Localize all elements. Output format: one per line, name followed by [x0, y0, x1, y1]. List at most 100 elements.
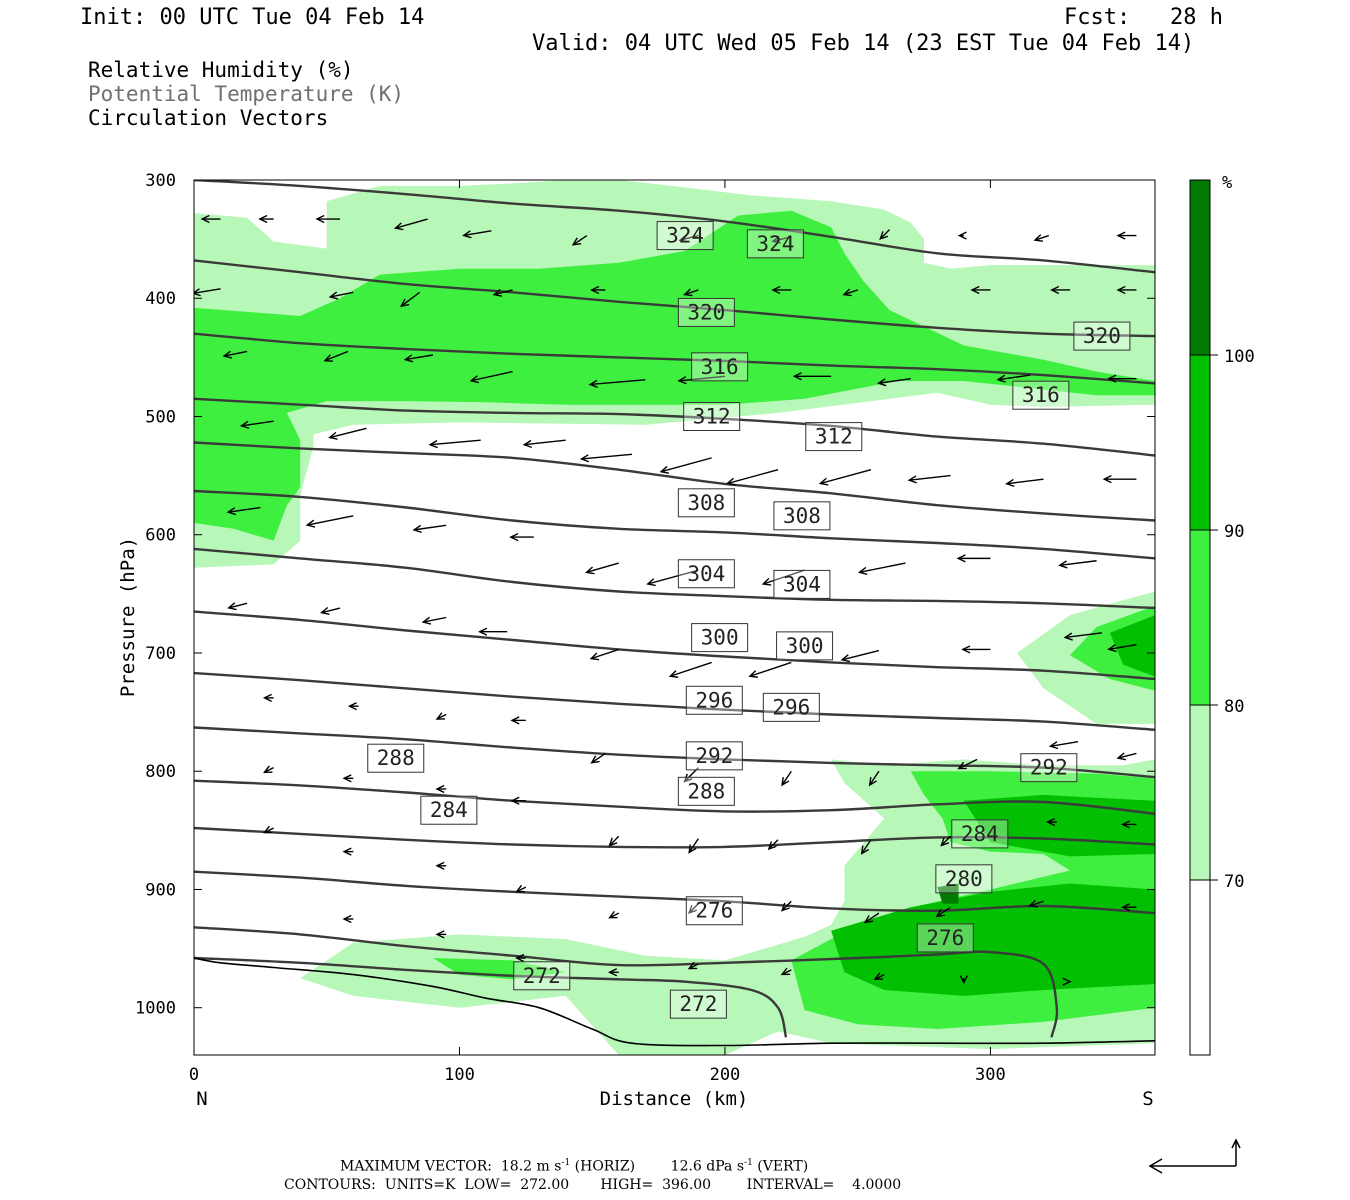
circulation-vector: [767, 839, 779, 851]
circulation-vector: [200, 214, 221, 224]
circulation-vector: [1116, 752, 1137, 761]
field-label-rh: Relative Humidity (%): [88, 58, 354, 82]
field-label-theta: Potential Temperature (K): [88, 82, 405, 106]
y-tick-label: 500: [145, 407, 176, 427]
contour-label: 312: [683, 401, 741, 431]
circulation-vector: [677, 375, 726, 385]
contour-label: 324: [656, 221, 714, 251]
circulation-vector: [771, 285, 792, 295]
contour-label: 308: [677, 488, 735, 518]
x-tick-label: 200: [710, 1065, 741, 1085]
y-tick-label: 900: [145, 880, 176, 900]
contour-label: 272: [513, 961, 571, 991]
y-tick-label: 1000: [135, 999, 176, 1019]
circulation-vector: [342, 774, 354, 783]
theta-contour-316: [194, 397, 1155, 457]
circulation-vector: [1028, 899, 1044, 908]
contour-label-text: 308: [687, 491, 725, 515]
circulation-vector: [1121, 903, 1137, 912]
max-vector-note: MAXIMUM VECTOR: 18.2 m s-1 (HORIZ) 12.6 …: [340, 1158, 808, 1175]
reference-vector-icon: [1148, 1138, 1241, 1174]
circulation-vector: [659, 457, 712, 474]
circulation-vector: [687, 961, 699, 970]
circulation-vector: [585, 562, 619, 575]
circulation-vector: [435, 930, 447, 939]
circulation-vector: [328, 427, 367, 440]
contour-label-text: 280: [945, 867, 983, 891]
valid-time: Valid: 04 UTC Wed 05 Feb 14 (23 EST Tue …: [532, 31, 1195, 56]
contour-label: 276: [685, 896, 743, 926]
contour-label-text: 276: [695, 899, 733, 923]
plot-frame: [193, 179, 1156, 1056]
x-axis-label: Distance (km): [600, 1088, 749, 1110]
contour-label: 324: [746, 229, 804, 259]
contour-label: 300: [691, 623, 749, 653]
colorbar-segment: [1189, 354, 1211, 531]
contour-label-text: 316: [1022, 383, 1060, 407]
circulation-vector: [996, 374, 1031, 383]
contour-label-text: 320: [1083, 324, 1121, 348]
circulation-vector: [393, 218, 428, 231]
contour-label: 304: [677, 559, 735, 589]
y-tick-label: 400: [145, 289, 176, 309]
circulation-vector: [412, 524, 447, 533]
contour-label-text: 324: [756, 232, 794, 256]
circulation-vector: [792, 372, 832, 381]
circulation-vector: [781, 770, 792, 787]
terrain-layer: [194, 957, 1155, 1047]
circulation-vector: [683, 288, 699, 297]
circulation-vector: [194, 288, 221, 297]
circulation-vector: [421, 616, 447, 625]
theta-contour-304: [194, 547, 1155, 610]
circulation-vector: [435, 712, 447, 720]
contour-label: 292: [1020, 753, 1078, 783]
contour-label-text: 312: [815, 425, 853, 449]
theta-contour-296: [194, 671, 1155, 731]
y-axis-label: Pressure (hPa): [117, 537, 139, 697]
circulation-vector: [1116, 285, 1137, 295]
contour-label-text: 272: [523, 964, 561, 988]
circulation-vector: [320, 606, 341, 615]
circulation-vector: [428, 439, 481, 449]
colorbar-segment: [1189, 704, 1211, 881]
y-tick-label: 700: [145, 644, 176, 664]
contour-label: 320: [677, 297, 735, 327]
max-vector-text-1: MAXIMUM VECTOR: 18.2 m s: [340, 1158, 562, 1175]
colorbar-level-label: 70: [1224, 872, 1244, 892]
x-tick-label: 0: [189, 1065, 199, 1085]
circulation-vector: [935, 906, 951, 918]
max-vector-sup-2: -1: [744, 1158, 753, 1168]
circulation-vector: [688, 838, 699, 854]
circulation-vector: [840, 649, 880, 663]
max-vector-text-3: (VERT): [752, 1158, 809, 1175]
circulation-vector: [347, 702, 359, 711]
colorbar-unit: %: [1222, 173, 1232, 193]
circulation-vector: [646, 569, 699, 587]
circulation-vector: [579, 453, 633, 463]
theta-contour-284: [194, 826, 1155, 849]
contour-label: 316: [1012, 380, 1070, 410]
contour-label: 304: [773, 569, 831, 599]
theta-contour-292: [194, 726, 1155, 779]
theta-contour-312: [194, 441, 1155, 522]
theta-contour-276: [194, 926, 1059, 1038]
forecast-hour: Fcst: 28 h: [1064, 5, 1223, 30]
circulation-vector: [462, 230, 492, 239]
circulation-vector: [842, 288, 858, 297]
circulation-vector: [1058, 560, 1097, 569]
contour-label-text: 292: [695, 744, 733, 768]
max-vector-sup-1: -1: [561, 1158, 571, 1168]
circulation-vector: [315, 214, 341, 224]
x-tick-label: 300: [975, 1065, 1006, 1085]
circulation-vector: [1062, 977, 1072, 986]
circulation-vector: [589, 648, 619, 661]
theta-contour-308: [194, 489, 1155, 560]
circulation-vector: [688, 903, 699, 914]
circulation-vector: [1033, 234, 1050, 242]
y-tick-label: 600: [145, 526, 176, 546]
x-tick-label: 100: [444, 1065, 475, 1085]
circulation-vector: [907, 474, 951, 484]
circulation-vector: [678, 234, 699, 243]
contour-label-text: 324: [666, 224, 704, 248]
circulation-vector: [748, 661, 792, 678]
